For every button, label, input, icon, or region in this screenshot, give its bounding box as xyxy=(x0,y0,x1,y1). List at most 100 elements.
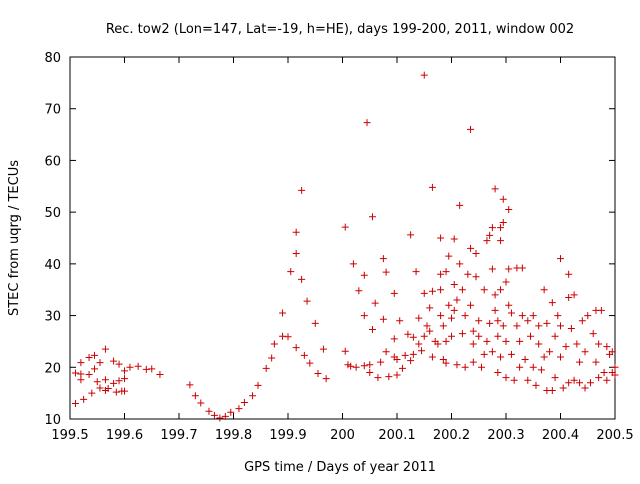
y-axis: 10 20 30 40 50 60 70 80 xyxy=(44,51,615,428)
data-point xyxy=(401,351,409,359)
data-point xyxy=(270,340,278,348)
data-point xyxy=(71,399,79,407)
data-point xyxy=(458,286,466,294)
data-point xyxy=(134,362,142,370)
data-point xyxy=(418,347,426,355)
data-point xyxy=(450,235,458,243)
data-point xyxy=(595,340,603,348)
data-point xyxy=(576,379,584,387)
data-point xyxy=(412,268,420,276)
data-point xyxy=(77,376,85,384)
data-point xyxy=(445,301,453,309)
data-point xyxy=(341,223,349,231)
data-point xyxy=(227,408,235,416)
data-point xyxy=(191,392,199,400)
x-axis: 199.5 199.6 199.7 199.8 199.9 200 200.1 200.2 20… xyxy=(51,57,634,443)
data-point xyxy=(254,381,262,389)
data-point xyxy=(510,376,518,384)
data-point xyxy=(115,360,123,368)
data-point xyxy=(366,368,374,376)
data-point xyxy=(85,371,93,379)
data-point xyxy=(524,317,532,325)
scatter-series xyxy=(71,71,619,422)
chart-title: Rec. tow2 (Lon=147, Lat=-19, h=HE), days… xyxy=(106,22,574,37)
data-point xyxy=(420,71,428,79)
data-point xyxy=(464,270,472,278)
x-axis-label: GPS time / Days of year 2011 xyxy=(244,460,436,475)
y-axis-label: STEC from uqrg / TECUs xyxy=(7,160,22,316)
data-point xyxy=(148,365,156,373)
data-point xyxy=(287,268,295,276)
data-point xyxy=(548,299,556,307)
x-tick-label: 200 xyxy=(330,428,355,443)
data-point xyxy=(565,293,573,301)
data-point xyxy=(347,362,355,370)
data-point xyxy=(437,234,445,242)
data-point xyxy=(91,351,99,359)
data-point xyxy=(567,325,575,332)
data-point xyxy=(437,312,445,320)
x-tick-label: 200.1 xyxy=(378,428,415,443)
data-point xyxy=(603,343,611,351)
data-point xyxy=(377,358,385,366)
data-point xyxy=(434,340,442,348)
data-point xyxy=(112,388,120,396)
data-point xyxy=(442,268,450,276)
data-point xyxy=(96,384,104,392)
data-point xyxy=(396,317,404,325)
data-point xyxy=(518,312,526,320)
data-point xyxy=(483,237,491,245)
data-point xyxy=(518,264,526,272)
data-point xyxy=(456,260,464,268)
data-point xyxy=(507,350,515,358)
data-point xyxy=(467,125,475,133)
y-tick-label: 30 xyxy=(44,310,61,325)
data-point xyxy=(292,228,300,236)
data-point xyxy=(292,344,300,352)
data-point xyxy=(469,358,477,366)
data-point xyxy=(85,353,93,361)
data-point xyxy=(611,371,619,379)
data-point xyxy=(458,330,466,338)
data-point xyxy=(540,286,548,294)
data-point xyxy=(398,364,406,372)
data-point xyxy=(298,186,306,194)
data-point xyxy=(88,389,96,397)
data-point xyxy=(91,365,99,373)
data-point xyxy=(516,363,524,371)
data-point xyxy=(374,374,382,382)
data-point xyxy=(319,345,327,353)
data-point xyxy=(529,312,537,320)
data-point xyxy=(529,363,537,371)
data-point xyxy=(71,369,79,377)
data-point xyxy=(513,322,521,330)
data-point xyxy=(221,412,229,420)
data-point xyxy=(298,275,306,283)
data-point xyxy=(494,317,502,325)
data-point xyxy=(428,353,436,361)
data-point xyxy=(497,224,505,232)
data-point xyxy=(486,319,494,327)
data-point xyxy=(521,356,529,364)
x-tick-label: 199.7 xyxy=(160,428,197,443)
data-point xyxy=(121,367,128,375)
data-point xyxy=(428,287,436,295)
data-point xyxy=(311,319,319,327)
data-point xyxy=(450,306,458,314)
data-point xyxy=(409,350,417,358)
data-point xyxy=(448,332,455,340)
data-point xyxy=(360,312,368,320)
data-point xyxy=(352,363,360,371)
data-point xyxy=(557,255,564,263)
data-point xyxy=(456,201,464,209)
data-point xyxy=(475,332,483,340)
data-point xyxy=(306,359,314,367)
data-point xyxy=(300,351,308,359)
y-tick-label: 60 xyxy=(44,154,61,169)
data-point xyxy=(548,387,556,395)
data-point xyxy=(448,314,455,322)
data-point xyxy=(535,322,543,330)
data-point xyxy=(262,364,270,372)
data-point xyxy=(93,378,101,386)
